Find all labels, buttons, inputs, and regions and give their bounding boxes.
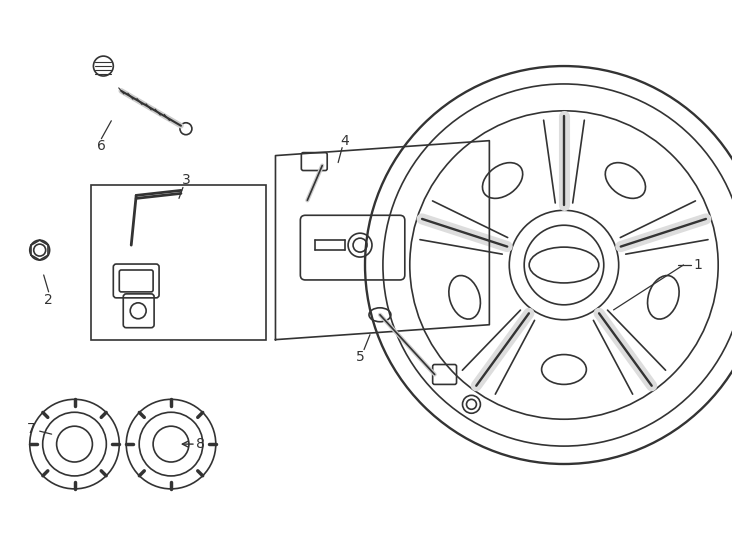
Text: 1: 1: [694, 258, 702, 272]
Text: 3: 3: [181, 173, 190, 187]
Bar: [92, 185, 266, 340]
Text: 7: 7: [27, 422, 36, 436]
Text: 8: 8: [197, 437, 206, 451]
Text: 2: 2: [44, 293, 53, 307]
Text: 6: 6: [97, 139, 106, 153]
Text: 5: 5: [356, 349, 364, 363]
Text: 4: 4: [341, 134, 349, 147]
